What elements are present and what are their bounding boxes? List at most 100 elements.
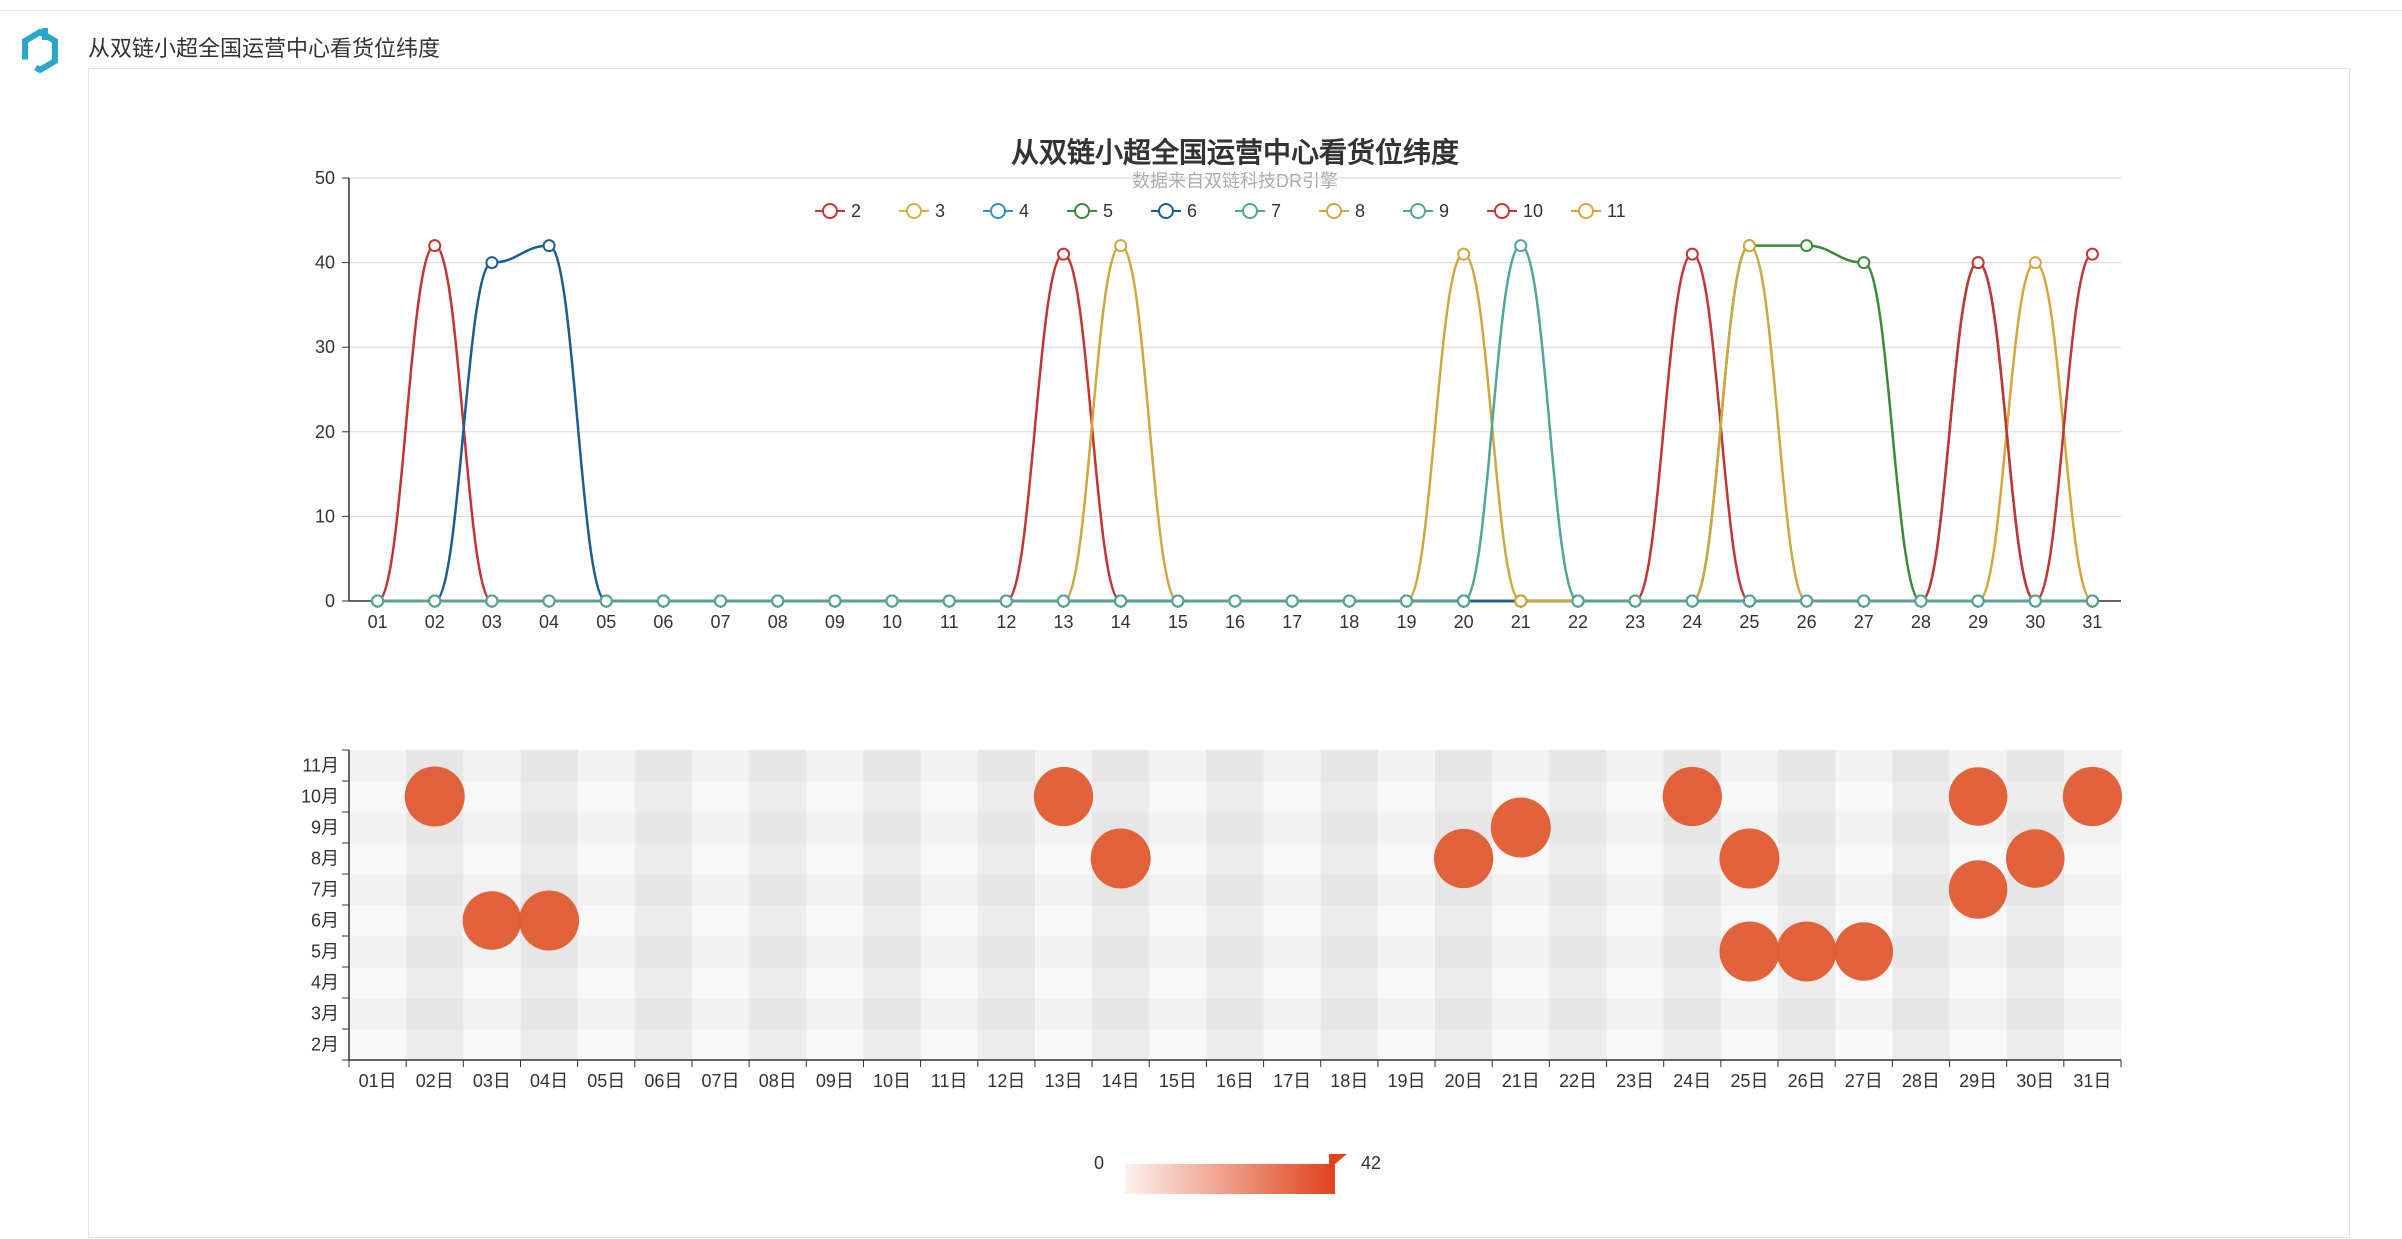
y-tick-label: 0 bbox=[325, 591, 335, 611]
legend-item-2: 2 bbox=[815, 201, 861, 221]
grid-cell bbox=[577, 905, 636, 937]
data-point bbox=[2085, 247, 2099, 261]
grid-cell bbox=[863, 812, 922, 844]
grid-cell bbox=[1492, 998, 1550, 1030]
scatter-y-tick-label: 7月 bbox=[311, 880, 339, 900]
data-point bbox=[1857, 594, 1871, 608]
x-tick-label: 28 bbox=[1911, 612, 1931, 632]
grid-cell bbox=[1778, 781, 1836, 813]
grid-cell bbox=[1034, 843, 1093, 875]
data-point bbox=[1857, 256, 1871, 270]
grid-cell bbox=[1092, 750, 1150, 782]
x-tick-label: 22 bbox=[1568, 612, 1588, 632]
grid-cell bbox=[463, 812, 521, 844]
scatter-y-tick-label: 8月 bbox=[311, 849, 339, 869]
grid-cell bbox=[1092, 905, 1150, 937]
legend-marker bbox=[906, 203, 922, 219]
data-point bbox=[885, 594, 899, 608]
scatter-x-tick-label: 18日 bbox=[1330, 1071, 1368, 1091]
grid-cell bbox=[1206, 936, 1265, 968]
grid-cell bbox=[1377, 905, 1436, 937]
grid-cell bbox=[1606, 936, 1665, 968]
data-point bbox=[2028, 256, 2042, 270]
data-point bbox=[1571, 594, 1585, 608]
grid-cell bbox=[1892, 812, 1951, 844]
grid-cell bbox=[691, 905, 750, 937]
grid-cell bbox=[1034, 998, 1093, 1030]
data-point bbox=[1457, 594, 1471, 608]
x-tick-label: 21 bbox=[1511, 612, 1531, 632]
x-tick-label: 19 bbox=[1396, 612, 1416, 632]
grid-cell bbox=[749, 812, 807, 844]
legend-label: 7 bbox=[1271, 201, 1281, 221]
grid-cell bbox=[520, 843, 579, 875]
data-point bbox=[2085, 594, 2099, 608]
scatter-x-tick-label: 24日 bbox=[1673, 1071, 1711, 1091]
data-point bbox=[1057, 247, 1071, 261]
grid-cell bbox=[1263, 967, 1322, 999]
grid-cell bbox=[1377, 843, 1436, 875]
grid-cell bbox=[1606, 812, 1665, 844]
scatter-y-tick-label: 5月 bbox=[311, 942, 339, 962]
data-point bbox=[1514, 594, 1528, 608]
grid-cell bbox=[1549, 936, 1608, 968]
grid-cell bbox=[463, 1029, 521, 1061]
grid-cell bbox=[520, 812, 579, 844]
legend-label: 6 bbox=[1187, 201, 1197, 221]
grid-cell bbox=[1320, 936, 1379, 968]
grid-cell bbox=[1206, 843, 1265, 875]
grid-cell bbox=[863, 843, 922, 875]
scatter-x-tick-label: 22日 bbox=[1559, 1071, 1597, 1091]
grid-cell bbox=[1206, 781, 1265, 813]
grid-cell bbox=[520, 1029, 579, 1061]
grid-cell bbox=[406, 998, 464, 1030]
grid-cell bbox=[920, 1029, 979, 1061]
grid-cell bbox=[349, 967, 407, 999]
scatter-x-tick-label: 30日 bbox=[2016, 1071, 2054, 1091]
scatter-x-tick-label: 17日 bbox=[1273, 1071, 1311, 1091]
grid-cell bbox=[977, 812, 1036, 844]
grid-cell bbox=[1549, 967, 1608, 999]
grid-cell bbox=[1149, 874, 1207, 906]
grid-cell bbox=[1549, 874, 1608, 906]
grid-cell bbox=[1549, 812, 1608, 844]
legend-item-9: 9 bbox=[1403, 201, 1449, 221]
scatter-x-tick-label: 09日 bbox=[816, 1071, 854, 1091]
grid-cell bbox=[1606, 998, 1665, 1030]
grid-cell bbox=[1549, 998, 1608, 1030]
grid-cell bbox=[977, 998, 1036, 1030]
grid-cell bbox=[1549, 905, 1608, 937]
bubble bbox=[2005, 829, 2065, 888]
x-tick-label: 04 bbox=[539, 612, 559, 632]
grid-cell bbox=[1492, 936, 1550, 968]
x-tick-label: 06 bbox=[653, 612, 673, 632]
grid-cell bbox=[1435, 998, 1493, 1030]
x-tick-label: 03 bbox=[482, 612, 502, 632]
grid-cell bbox=[691, 936, 750, 968]
grid-cell bbox=[1092, 1029, 1150, 1061]
grid-cell bbox=[1663, 905, 1722, 937]
data-point bbox=[1914, 594, 1928, 608]
data-point bbox=[1514, 239, 1528, 253]
grid-cell bbox=[349, 1029, 407, 1061]
scatter-x-tick-label: 13日 bbox=[1045, 1071, 1083, 1091]
x-tick-label: 02 bbox=[425, 612, 445, 632]
grid-cell bbox=[2006, 936, 2065, 968]
y-tick-label: 40 bbox=[315, 253, 335, 273]
chart-panel: 从双链小超全国运营中心看货位纬度 数据来自双链科技DR引擎 2 3 4 5 6 7 8 9 10 11… bbox=[88, 68, 2350, 1238]
grid-cell bbox=[577, 781, 636, 813]
grid-cell bbox=[863, 936, 922, 968]
grid-cell bbox=[1492, 905, 1550, 937]
scatter-y-tick-label: 11月 bbox=[302, 756, 339, 776]
legend-item-11: 11 bbox=[1571, 201, 1626, 221]
data-point bbox=[1971, 256, 1985, 270]
grid-cell bbox=[977, 905, 1036, 937]
grid-cell bbox=[2006, 750, 2065, 782]
data-point bbox=[2028, 594, 2042, 608]
grid-cell bbox=[863, 905, 922, 937]
x-tick-label: 18 bbox=[1339, 612, 1359, 632]
grid-cell bbox=[1149, 998, 1207, 1030]
y-tick-label: 50 bbox=[315, 168, 335, 188]
scatter-x-tick-label: 15日 bbox=[1159, 1071, 1197, 1091]
grid-cell bbox=[1892, 936, 1951, 968]
